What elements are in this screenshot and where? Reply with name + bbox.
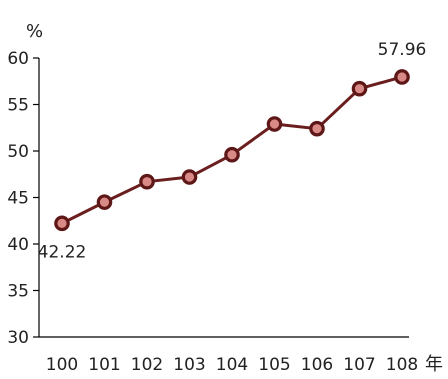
data-point xyxy=(181,169,198,185)
y-tick-label: 45 xyxy=(7,189,29,209)
y-tick-label: 60 xyxy=(7,49,29,69)
data-point xyxy=(54,215,70,232)
y-tick-label: 50 xyxy=(7,142,29,162)
y-axis-ticks: 30 35 40 45 50 55 60 xyxy=(7,49,39,348)
data-point xyxy=(96,194,113,210)
x-tick-label: 104 xyxy=(216,355,248,375)
data-point xyxy=(351,80,368,97)
x-tick-label: 103 xyxy=(173,355,205,375)
series-layer xyxy=(54,69,410,232)
x-axis-ticks: 100 101 102 103 104 105 106 107 108 xyxy=(46,355,418,375)
y-tick-label: 35 xyxy=(7,282,29,302)
data-label: 42.22 xyxy=(38,242,87,262)
x-axis-unit-label: 年 xyxy=(425,354,443,375)
x-tick-label: 101 xyxy=(88,355,120,375)
x-tick-label: 105 xyxy=(258,355,290,375)
data-point xyxy=(394,69,410,85)
data-point xyxy=(139,173,155,190)
data-point xyxy=(266,116,283,132)
data-label: 57.96 xyxy=(378,40,427,60)
y-axis-unit-label: % xyxy=(26,21,43,42)
x-tick-label: 107 xyxy=(343,355,375,375)
data-point xyxy=(224,146,240,163)
data-label-layer: 42.22 57.96 xyxy=(38,40,427,262)
x-tick-label: 100 xyxy=(46,355,78,375)
y-tick-label: 30 xyxy=(7,328,29,348)
x-tick-label: 108 xyxy=(386,355,418,375)
x-tick-label: 106 xyxy=(301,355,333,375)
y-tick-label: 55 xyxy=(7,96,29,116)
data-point xyxy=(309,120,325,137)
x-tick-label: 102 xyxy=(131,355,163,375)
y-tick-label: 40 xyxy=(7,235,29,255)
